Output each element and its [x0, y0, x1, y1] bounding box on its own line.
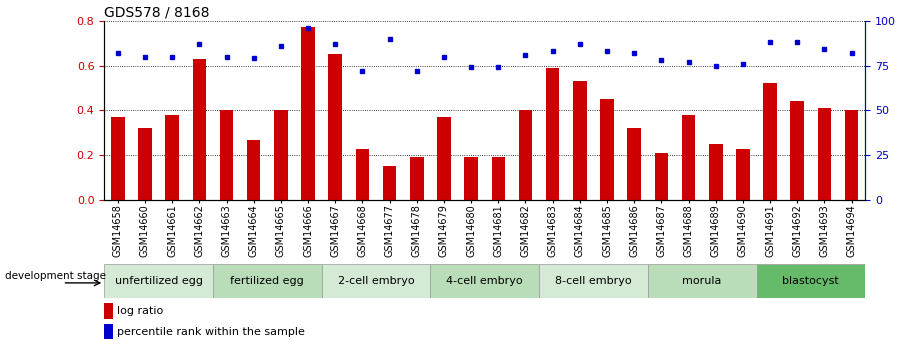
Bar — [192, 59, 206, 200]
Bar — [681, 115, 695, 200]
Text: morula: morula — [682, 276, 722, 286]
FancyBboxPatch shape — [648, 264, 757, 298]
Bar — [627, 128, 641, 200]
Bar — [817, 108, 831, 200]
Bar — [491, 157, 506, 200]
Text: unfertilized egg: unfertilized egg — [114, 276, 203, 286]
FancyBboxPatch shape — [322, 264, 430, 298]
Text: log ratio: log ratio — [117, 306, 163, 316]
Bar — [328, 55, 342, 200]
Bar — [545, 68, 559, 200]
FancyBboxPatch shape — [757, 264, 865, 298]
Bar — [274, 110, 287, 200]
Bar — [382, 167, 396, 200]
Bar — [138, 128, 151, 200]
Text: 4-cell embryo: 4-cell embryo — [447, 276, 523, 286]
Bar — [844, 110, 858, 200]
Bar — [104, 303, 113, 319]
Bar — [246, 139, 261, 200]
Bar — [600, 99, 613, 200]
Bar — [104, 324, 113, 339]
Bar — [165, 115, 179, 200]
Bar — [736, 148, 749, 200]
Bar — [437, 117, 450, 200]
Bar — [219, 110, 234, 200]
Bar — [654, 153, 668, 200]
Bar — [573, 81, 587, 200]
Bar — [708, 144, 723, 200]
FancyBboxPatch shape — [104, 264, 213, 298]
Bar — [790, 101, 805, 200]
FancyBboxPatch shape — [430, 264, 539, 298]
Text: GDS578 / 8168: GDS578 / 8168 — [104, 6, 209, 20]
Bar — [301, 28, 315, 200]
FancyBboxPatch shape — [213, 264, 322, 298]
FancyBboxPatch shape — [539, 264, 648, 298]
Bar — [518, 110, 533, 200]
Text: blastocyst: blastocyst — [783, 276, 839, 286]
Text: 8-cell embryo: 8-cell embryo — [555, 276, 631, 286]
Text: fertilized egg: fertilized egg — [230, 276, 304, 286]
Text: 2-cell embryo: 2-cell embryo — [338, 276, 414, 286]
Bar — [355, 148, 369, 200]
Bar — [111, 117, 125, 200]
Text: development stage: development stage — [5, 271, 106, 281]
Bar — [763, 83, 776, 200]
Text: percentile rank within the sample: percentile rank within the sample — [117, 327, 305, 337]
Bar — [464, 157, 477, 200]
Bar — [410, 157, 423, 200]
